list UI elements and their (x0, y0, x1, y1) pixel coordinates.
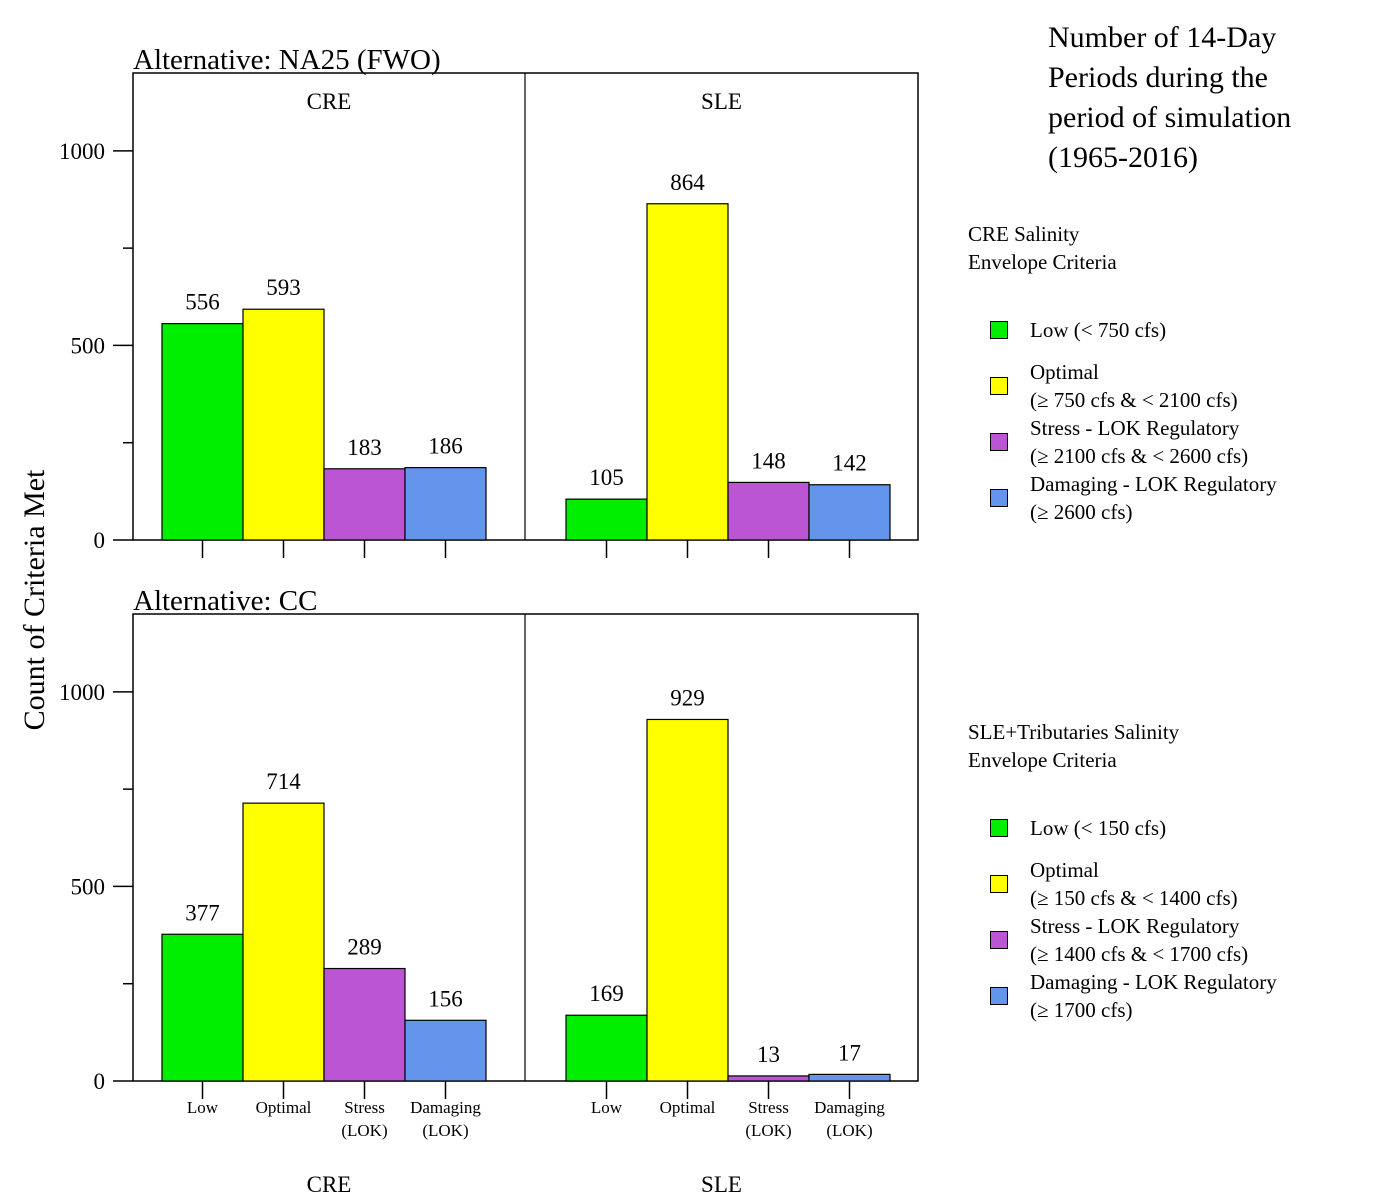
x-tick-label: Stress (344, 1098, 385, 1117)
legend-sle-heading: SLE+Tributaries Salinity (968, 720, 1180, 744)
facet-label: CRE (307, 89, 352, 114)
y-tick-label: 500 (71, 874, 106, 899)
bar-value-label: 156 (428, 986, 463, 1011)
bar-sle-optimal (646, 203, 729, 541)
x-axis-label: CRE (307, 1172, 352, 1197)
legend-swatch-optimal (990, 875, 1008, 893)
legend-label: Optimal (1030, 360, 1099, 384)
legend-swatch-low (990, 819, 1008, 837)
panel-title: Alternative: NA25 (FWO) (133, 44, 441, 76)
legend-swatch-stress (990, 433, 1008, 451)
bar-sle-damaging (808, 1073, 891, 1082)
legend-cre: CRE Salinity Envelope Criteria Low (< 75… (968, 220, 1277, 524)
bar-value-label: 148 (751, 448, 786, 473)
bar-sle-optimal (646, 718, 729, 1082)
bar-value-label: 169 (589, 981, 624, 1006)
bar-value-label: 289 (347, 935, 382, 960)
panel-title: Alternative: CC (133, 585, 317, 617)
legend-label: Low (< 150 cfs) (1030, 816, 1167, 840)
legend-label: Low (< 750 cfs) (1030, 318, 1167, 342)
legend-sle-heading: Envelope Criteria (968, 748, 1117, 772)
legend-swatch-optimal (990, 377, 1008, 395)
bar-value-label: 186 (428, 434, 463, 459)
x-tick-label: (LOK) (826, 1121, 872, 1140)
bar-cre-stress (323, 468, 406, 541)
legend-cre-heading: CRE Salinity (968, 222, 1080, 246)
bar-cre-low (161, 933, 244, 1082)
bar-cre-damaging (404, 1019, 487, 1082)
legend-label: (≥ 2100 cfs & < 2600 cfs) (1030, 444, 1249, 468)
y-axis-label: Count of Criteria Met (18, 469, 51, 730)
bar-value-label: 929 (670, 685, 705, 710)
bar-value-label: 183 (347, 435, 382, 460)
legend-label: Damaging - LOK Regulatory (1030, 970, 1277, 994)
bar-value-label: 593 (266, 275, 301, 300)
legend-swatch-damaging (990, 489, 1008, 507)
chart-title: Number of 14-Day Periods during the peri… (1048, 18, 1291, 178)
x-tick-label: Optimal (660, 1098, 716, 1117)
bar-sle-low (565, 1014, 648, 1082)
bar-value-label: 105 (589, 465, 624, 490)
bar-sle-stress (727, 481, 810, 541)
bar-sle-low (565, 498, 648, 541)
legend-label: (≥ 1700 cfs) (1030, 998, 1133, 1022)
legend-label: Stress - LOK Regulatory (1030, 416, 1240, 440)
y-tick-label: 500 (71, 333, 106, 358)
x-tick-label: Stress (748, 1098, 789, 1117)
legend-cre-heading: Envelope Criteria (968, 250, 1117, 274)
bar-value-label: 142 (832, 451, 867, 476)
y-tick-label: 1000 (59, 680, 105, 705)
legend-label: (≥ 750 cfs & < 2100 cfs) (1030, 388, 1238, 412)
x-tick-label: (LOK) (422, 1121, 468, 1140)
bar-cre-stress (323, 967, 406, 1082)
x-tick-label: Low (591, 1098, 623, 1117)
x-tick-label: Damaging (410, 1098, 481, 1117)
facet-label: SLE (701, 89, 742, 114)
bar-value-label: 377 (185, 900, 220, 925)
x-tick-label: Damaging (814, 1098, 885, 1117)
bar-cre-low (161, 323, 244, 541)
bar-cre-damaging (404, 467, 487, 541)
legend-label: Optimal (1030, 858, 1099, 882)
bar-value-label: 17 (838, 1040, 861, 1065)
x-axis-label: SLE (701, 1172, 742, 1197)
x-tick-label: (LOK) (341, 1121, 387, 1140)
legend-swatch-damaging (990, 987, 1008, 1005)
bar-sle-stress (727, 1075, 810, 1082)
bar-cre-optimal (242, 802, 325, 1082)
chart-title-line: Number of 14-Day (1048, 21, 1277, 54)
bar-sle-damaging (808, 484, 891, 541)
legend-sle: SLE+Tributaries Salinity Envelope Criter… (968, 718, 1277, 1022)
legend-swatch-stress (990, 931, 1008, 949)
legend-label: Damaging - LOK Regulatory (1030, 472, 1277, 496)
legend-label: (≥ 2600 cfs) (1030, 500, 1133, 524)
bar-value-label: 714 (266, 769, 301, 794)
bar-value-label: 864 (670, 170, 705, 195)
y-tick-label: 0 (94, 528, 106, 553)
x-tick-label: Low (187, 1098, 219, 1117)
legend-swatch-low (990, 321, 1008, 339)
legend-label: (≥ 150 cfs & < 1400 cfs) (1030, 886, 1238, 910)
chart-title-line: (1965-2016) (1048, 141, 1198, 174)
y-tick-label: 1000 (59, 139, 105, 164)
x-tick-label: Optimal (256, 1098, 312, 1117)
bar-value-label: 556 (185, 290, 220, 315)
chart-title-line: Periods during the (1048, 61, 1268, 94)
legend-label: Stress - LOK Regulatory (1030, 914, 1240, 938)
bar-cre-optimal (242, 308, 325, 541)
x-tick-label: (LOK) (745, 1121, 791, 1140)
legend-label: (≥ 1400 cfs & < 1700 cfs) (1030, 942, 1249, 966)
chart-title-line: period of simulation (1048, 101, 1292, 134)
bar-value-label: 13 (757, 1042, 780, 1067)
y-tick-label: 0 (94, 1069, 106, 1094)
